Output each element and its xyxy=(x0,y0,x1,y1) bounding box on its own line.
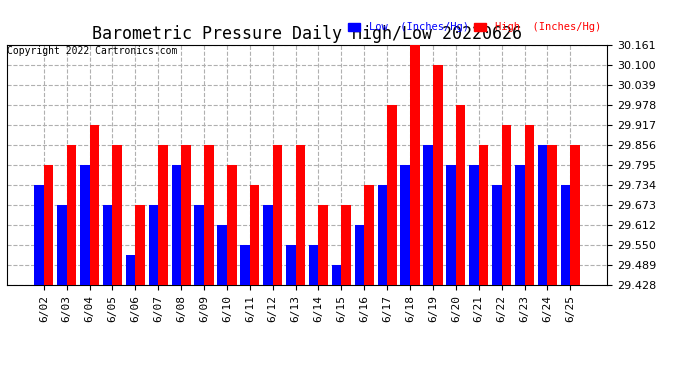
Bar xyxy=(112,145,122,285)
Bar xyxy=(538,145,547,285)
Bar xyxy=(67,145,77,285)
Bar xyxy=(410,45,420,285)
Bar xyxy=(433,65,442,285)
Bar xyxy=(364,185,374,285)
Bar xyxy=(273,145,282,285)
Text: Copyright 2022 Cartronics.com: Copyright 2022 Cartronics.com xyxy=(7,46,177,56)
Bar xyxy=(387,105,397,285)
Bar xyxy=(295,145,305,285)
Bar xyxy=(34,185,43,285)
Bar xyxy=(80,165,90,285)
Bar xyxy=(342,205,351,285)
Bar xyxy=(377,185,387,285)
Bar xyxy=(309,245,319,285)
Bar xyxy=(103,205,112,285)
Bar xyxy=(515,165,524,285)
Bar xyxy=(502,125,511,285)
Bar xyxy=(240,245,250,285)
Bar xyxy=(126,255,135,285)
Bar xyxy=(332,265,342,285)
Bar xyxy=(195,205,204,285)
Bar xyxy=(355,225,364,285)
Bar xyxy=(250,185,259,285)
Bar xyxy=(135,205,145,285)
Bar xyxy=(446,165,456,285)
Bar xyxy=(319,205,328,285)
Bar xyxy=(547,145,557,285)
Bar xyxy=(181,145,190,285)
Bar xyxy=(263,205,273,285)
Bar xyxy=(424,145,433,285)
Title: Barometric Pressure Daily High/Low 20220626: Barometric Pressure Daily High/Low 20220… xyxy=(92,26,522,44)
Bar xyxy=(456,105,466,285)
Bar xyxy=(57,205,67,285)
Bar xyxy=(204,145,214,285)
Bar xyxy=(479,145,489,285)
Bar xyxy=(400,165,410,285)
Bar xyxy=(43,165,53,285)
Bar xyxy=(227,165,237,285)
Bar xyxy=(492,185,502,285)
Bar xyxy=(571,145,580,285)
Legend: Low  (Inches/Hg), High  (Inches/Hg): Low (Inches/Hg), High (Inches/Hg) xyxy=(347,21,602,33)
Bar xyxy=(286,245,295,285)
Bar xyxy=(524,125,534,285)
Bar xyxy=(469,165,479,285)
Bar xyxy=(561,185,571,285)
Bar xyxy=(90,125,99,285)
Bar xyxy=(148,205,158,285)
Bar xyxy=(172,165,181,285)
Bar xyxy=(217,225,227,285)
Bar xyxy=(158,145,168,285)
